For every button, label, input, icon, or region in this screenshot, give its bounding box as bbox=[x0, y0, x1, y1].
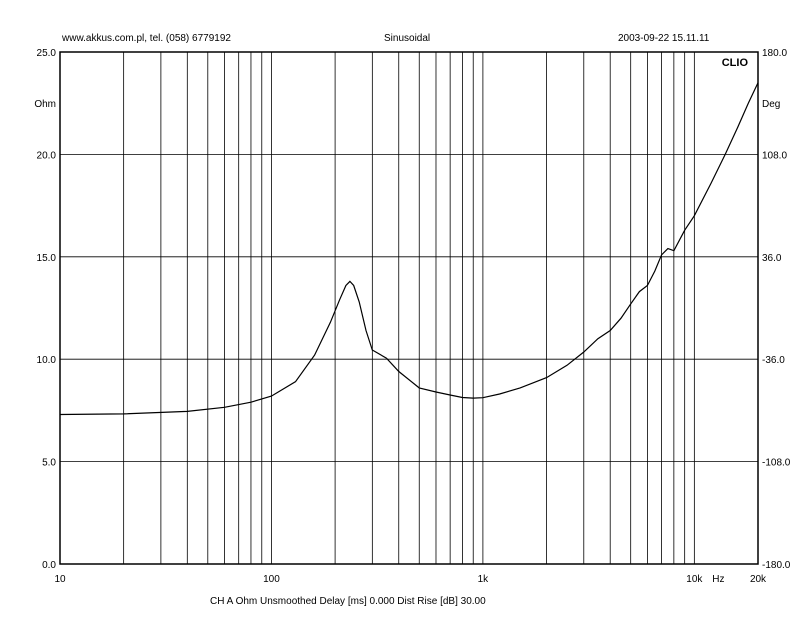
y-right-tick-label: -36.0 bbox=[762, 355, 785, 366]
y-left-tick-label: 15.0 bbox=[37, 253, 57, 264]
y-right-tick-label: 36.0 bbox=[762, 253, 782, 264]
y-right-tick-label: 108.0 bbox=[762, 150, 787, 161]
header-mode: Sinusoidal bbox=[384, 33, 431, 44]
x-tick-label: 1k bbox=[478, 574, 490, 585]
grid-layer bbox=[60, 52, 758, 564]
y-axis-right-label: Deg bbox=[762, 99, 780, 110]
x-tick-label: 10 bbox=[54, 574, 66, 585]
y-axis-left-label: Ohm bbox=[34, 99, 56, 110]
y-right-tick-label: -180.0 bbox=[762, 560, 791, 571]
y-left-tick-label: 25.0 bbox=[37, 48, 57, 59]
y-left-tick-label: 20.0 bbox=[37, 150, 57, 161]
y-left-tick-label: 10.0 bbox=[37, 355, 57, 366]
measurement-settings-footer: CH A Ohm Unsmoothed Delay [ms] 0.000 Dis… bbox=[210, 596, 486, 607]
clio-brand-label: CLIO bbox=[722, 57, 749, 69]
y-left-tick-label: 5.0 bbox=[42, 458, 56, 469]
x-tick-label: 20k bbox=[750, 574, 767, 585]
impedance-curve bbox=[59, 82, 759, 416]
y-right-tick-label: -108.0 bbox=[762, 458, 791, 469]
tick-label-layer: 0.0 5.0 10.0 15.0 20.0 25.0 -180.0 -108.0 -36.0 3… bbox=[37, 48, 791, 585]
y-left-tick-label: 0.0 bbox=[42, 560, 56, 571]
plot-frame bbox=[59, 51, 759, 565]
header-timestamp: 2003-09-22 15.11.11 bbox=[618, 33, 710, 44]
x-tick-label: 100 bbox=[263, 574, 280, 585]
x-tick-label: 10k bbox=[686, 574, 703, 585]
x-axis-unit-label: Hz bbox=[712, 574, 724, 585]
header-website: www.akkus.com.pl, tel. (058) 6779192 bbox=[62, 33, 231, 44]
y-right-tick-label: 180.0 bbox=[762, 48, 787, 59]
